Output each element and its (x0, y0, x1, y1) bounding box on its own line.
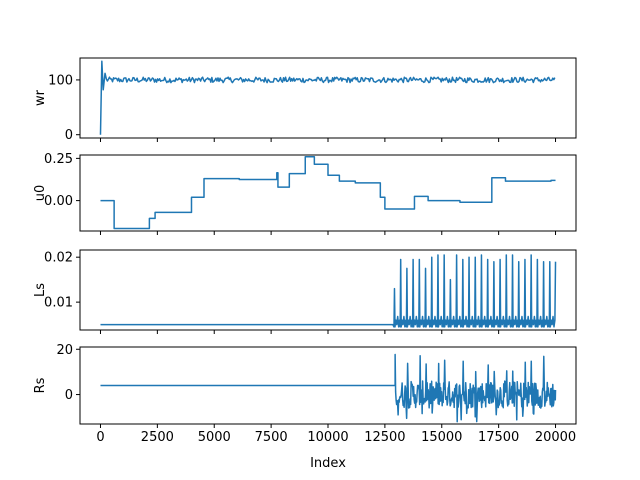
subplot-Ls: 0.01 0.02 Ls (33, 249, 577, 334)
x-tick-label: 20000 (535, 430, 576, 445)
x-tick-label: 5000 (198, 430, 231, 445)
y-tick-label-wr: 0 (65, 128, 73, 143)
y-tick-label-Ls: 0.02 (44, 251, 73, 266)
series-line-Ls (100, 254, 557, 328)
y-tick-label-u0: 0.25 (44, 152, 73, 167)
x-axis-label: Index (310, 456, 346, 471)
x-tick-label: 0 (96, 430, 104, 445)
y-axis-label-Ls: Ls (33, 283, 48, 297)
series-line-wr (99, 60, 556, 135)
x-tick-label: 15000 (421, 430, 462, 445)
x-tick-label: 2500 (141, 430, 174, 445)
y-axis-label-Rs: Rs (33, 377, 48, 393)
subplot-u0: 0.00 0.25 u0 (33, 152, 577, 235)
series-line-u0 (100, 155, 556, 230)
x-tick-label: 7500 (255, 430, 288, 445)
y-tick-label-Rs: 0 (65, 388, 73, 403)
y-axis-label-wr: wr (33, 89, 48, 106)
y-tick-label-Ls: 0.01 (44, 296, 73, 311)
x-tick-label: 17500 (478, 430, 519, 445)
y-axis-label-u0: u0 (33, 185, 48, 202)
subplot-Rs: 0 20 0 2500 5000 7500 10000 12500 15000 17500 2000… (33, 343, 577, 445)
x-tick-label: 12500 (364, 430, 405, 445)
y-tick-label-u0: 0.00 (44, 194, 73, 209)
x-tick-label: 10000 (307, 430, 348, 445)
y-tick-label-wr: 100 (48, 73, 73, 88)
series-line-Rs (100, 353, 557, 423)
y-tick-label-Rs: 20 (56, 343, 73, 358)
